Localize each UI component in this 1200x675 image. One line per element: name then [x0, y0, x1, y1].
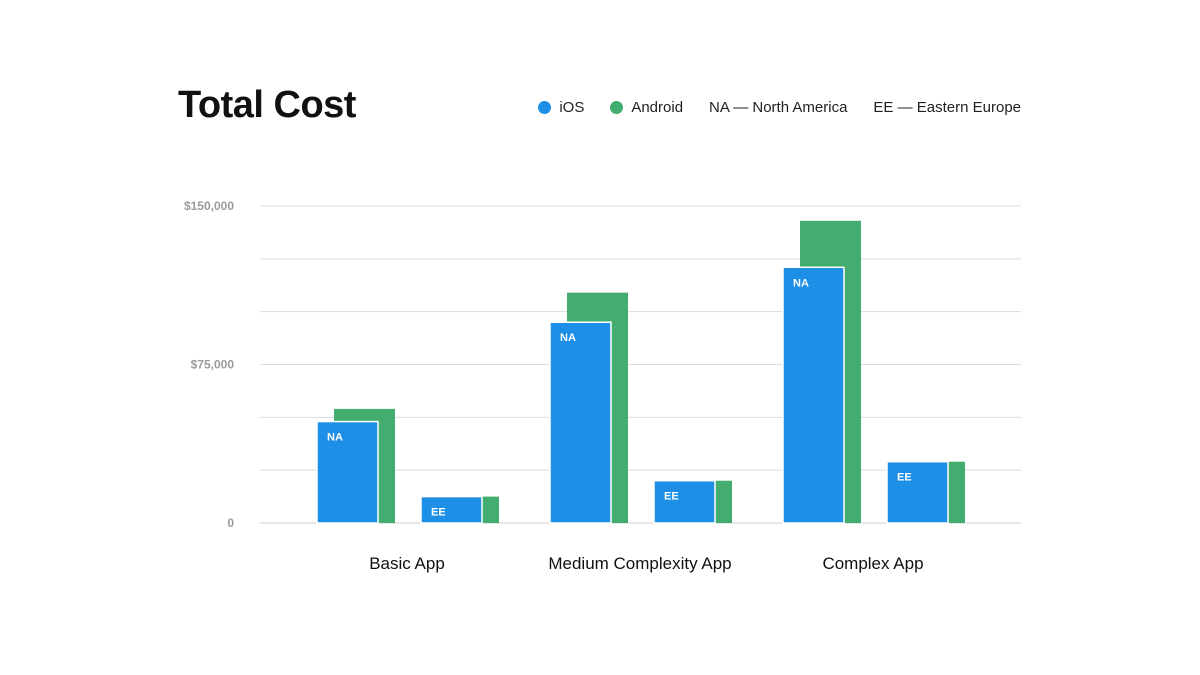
legend-label-na: NA — North America — [709, 99, 848, 116]
legend-item-android: Android — [610, 99, 683, 116]
bar-ios-ee — [653, 479, 716, 524]
legend-label-ios: iOS — [559, 99, 585, 116]
bar-region-label: NA — [560, 332, 576, 344]
legend-label-ee: EE — Eastern Europe — [873, 99, 1021, 116]
legend-item-na: NA — North America — [709, 99, 847, 116]
ios-dot-icon — [538, 101, 552, 114]
bar-region-label: NA — [327, 432, 343, 444]
bar-ios-ee — [886, 460, 949, 524]
bar-region-label: EE — [897, 472, 912, 484]
legend: iOS Android NA — North America EE — East… — [538, 99, 1021, 116]
chart-title: Total Cost — [178, 84, 356, 126]
bar-ios-na — [549, 321, 612, 524]
bar-region-label: EE — [431, 507, 446, 519]
legend-item-ios: iOS — [538, 99, 584, 116]
legend-label-android: Android — [631, 99, 684, 116]
bar-ios-na — [782, 266, 845, 524]
android-dot-icon — [610, 101, 624, 114]
bar-ios-ee — [420, 495, 483, 524]
y-tick-label: $150,000 — [184, 199, 234, 213]
bar-region-label: EE — [664, 491, 679, 503]
category-label: Basic App — [369, 554, 445, 573]
y-tick-label: 0 — [227, 516, 234, 530]
y-tick-label: $75,000 — [191, 358, 235, 372]
category-label: Medium Complexity App — [548, 554, 731, 573]
bar-ios-na — [316, 420, 379, 524]
bar-region-label: NA — [793, 277, 809, 289]
category-label: Complex App — [822, 554, 923, 573]
legend-item-ee: EE — Eastern Europe — [873, 99, 1021, 116]
